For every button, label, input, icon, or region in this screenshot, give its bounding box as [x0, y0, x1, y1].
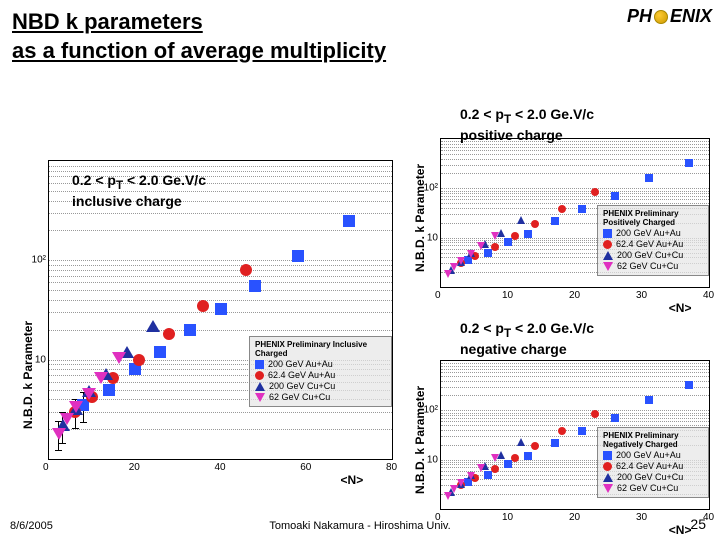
chart-caption: 0.2 < pT < 2.0 Ge.V/cpositive charge: [460, 106, 594, 144]
chart-legend: PHENIX Preliminary Inclusive Charged200 …: [249, 336, 392, 407]
chart-legend: PHENIX Preliminary Negatively Charged200…: [597, 427, 709, 498]
chart-caption: 0.2 < pT < 2.0 Ge.V/cinclusive charge: [72, 172, 206, 210]
chart-caption: 0.2 < pT < 2.0 Ge.V/cnegative charge: [460, 320, 594, 358]
footer-author: Tomoaki Nakamura - Hiroshima Univ.: [269, 520, 450, 532]
slide-title: NBD k parametersas a function of average…: [12, 8, 386, 65]
footer-page: 25: [690, 516, 706, 532]
footer-date: 8/6/2005: [10, 520, 53, 532]
chart-legend: PHENIX Preliminary Positively Charged200…: [597, 205, 709, 276]
phenix-logo: PHENIX: [627, 6, 712, 27]
negative-chart: 1010²010203040N.B.D. k Parameter<N>PHENI…: [440, 360, 710, 510]
positive-chart: 1010²010203040N.B.D. k Parameter<N>PHENI…: [440, 138, 710, 288]
